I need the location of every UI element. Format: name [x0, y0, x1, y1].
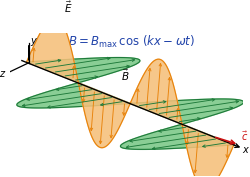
- Polygon shape: [182, 124, 234, 177]
- Polygon shape: [120, 124, 234, 149]
- Text: x: x: [242, 145, 248, 155]
- Polygon shape: [26, 18, 78, 83]
- Text: $\vec{c}$: $\vec{c}$: [241, 130, 249, 143]
- Text: y: y: [30, 36, 36, 46]
- Polygon shape: [78, 83, 130, 148]
- Text: $B = B_{\mathrm{max}}\,\cos\,(kx - \omega t)$: $B = B_{\mathrm{max}}\,\cos\,(kx - \omeg…: [68, 34, 195, 50]
- Text: $\vec{E}$: $\vec{E}$: [64, 0, 72, 15]
- Polygon shape: [130, 59, 182, 126]
- Text: z: z: [0, 68, 4, 79]
- Polygon shape: [17, 83, 132, 108]
- Text: $\vec{B}$: $\vec{B}$: [120, 68, 129, 83]
- Polygon shape: [26, 58, 140, 83]
- Polygon shape: [130, 99, 244, 125]
